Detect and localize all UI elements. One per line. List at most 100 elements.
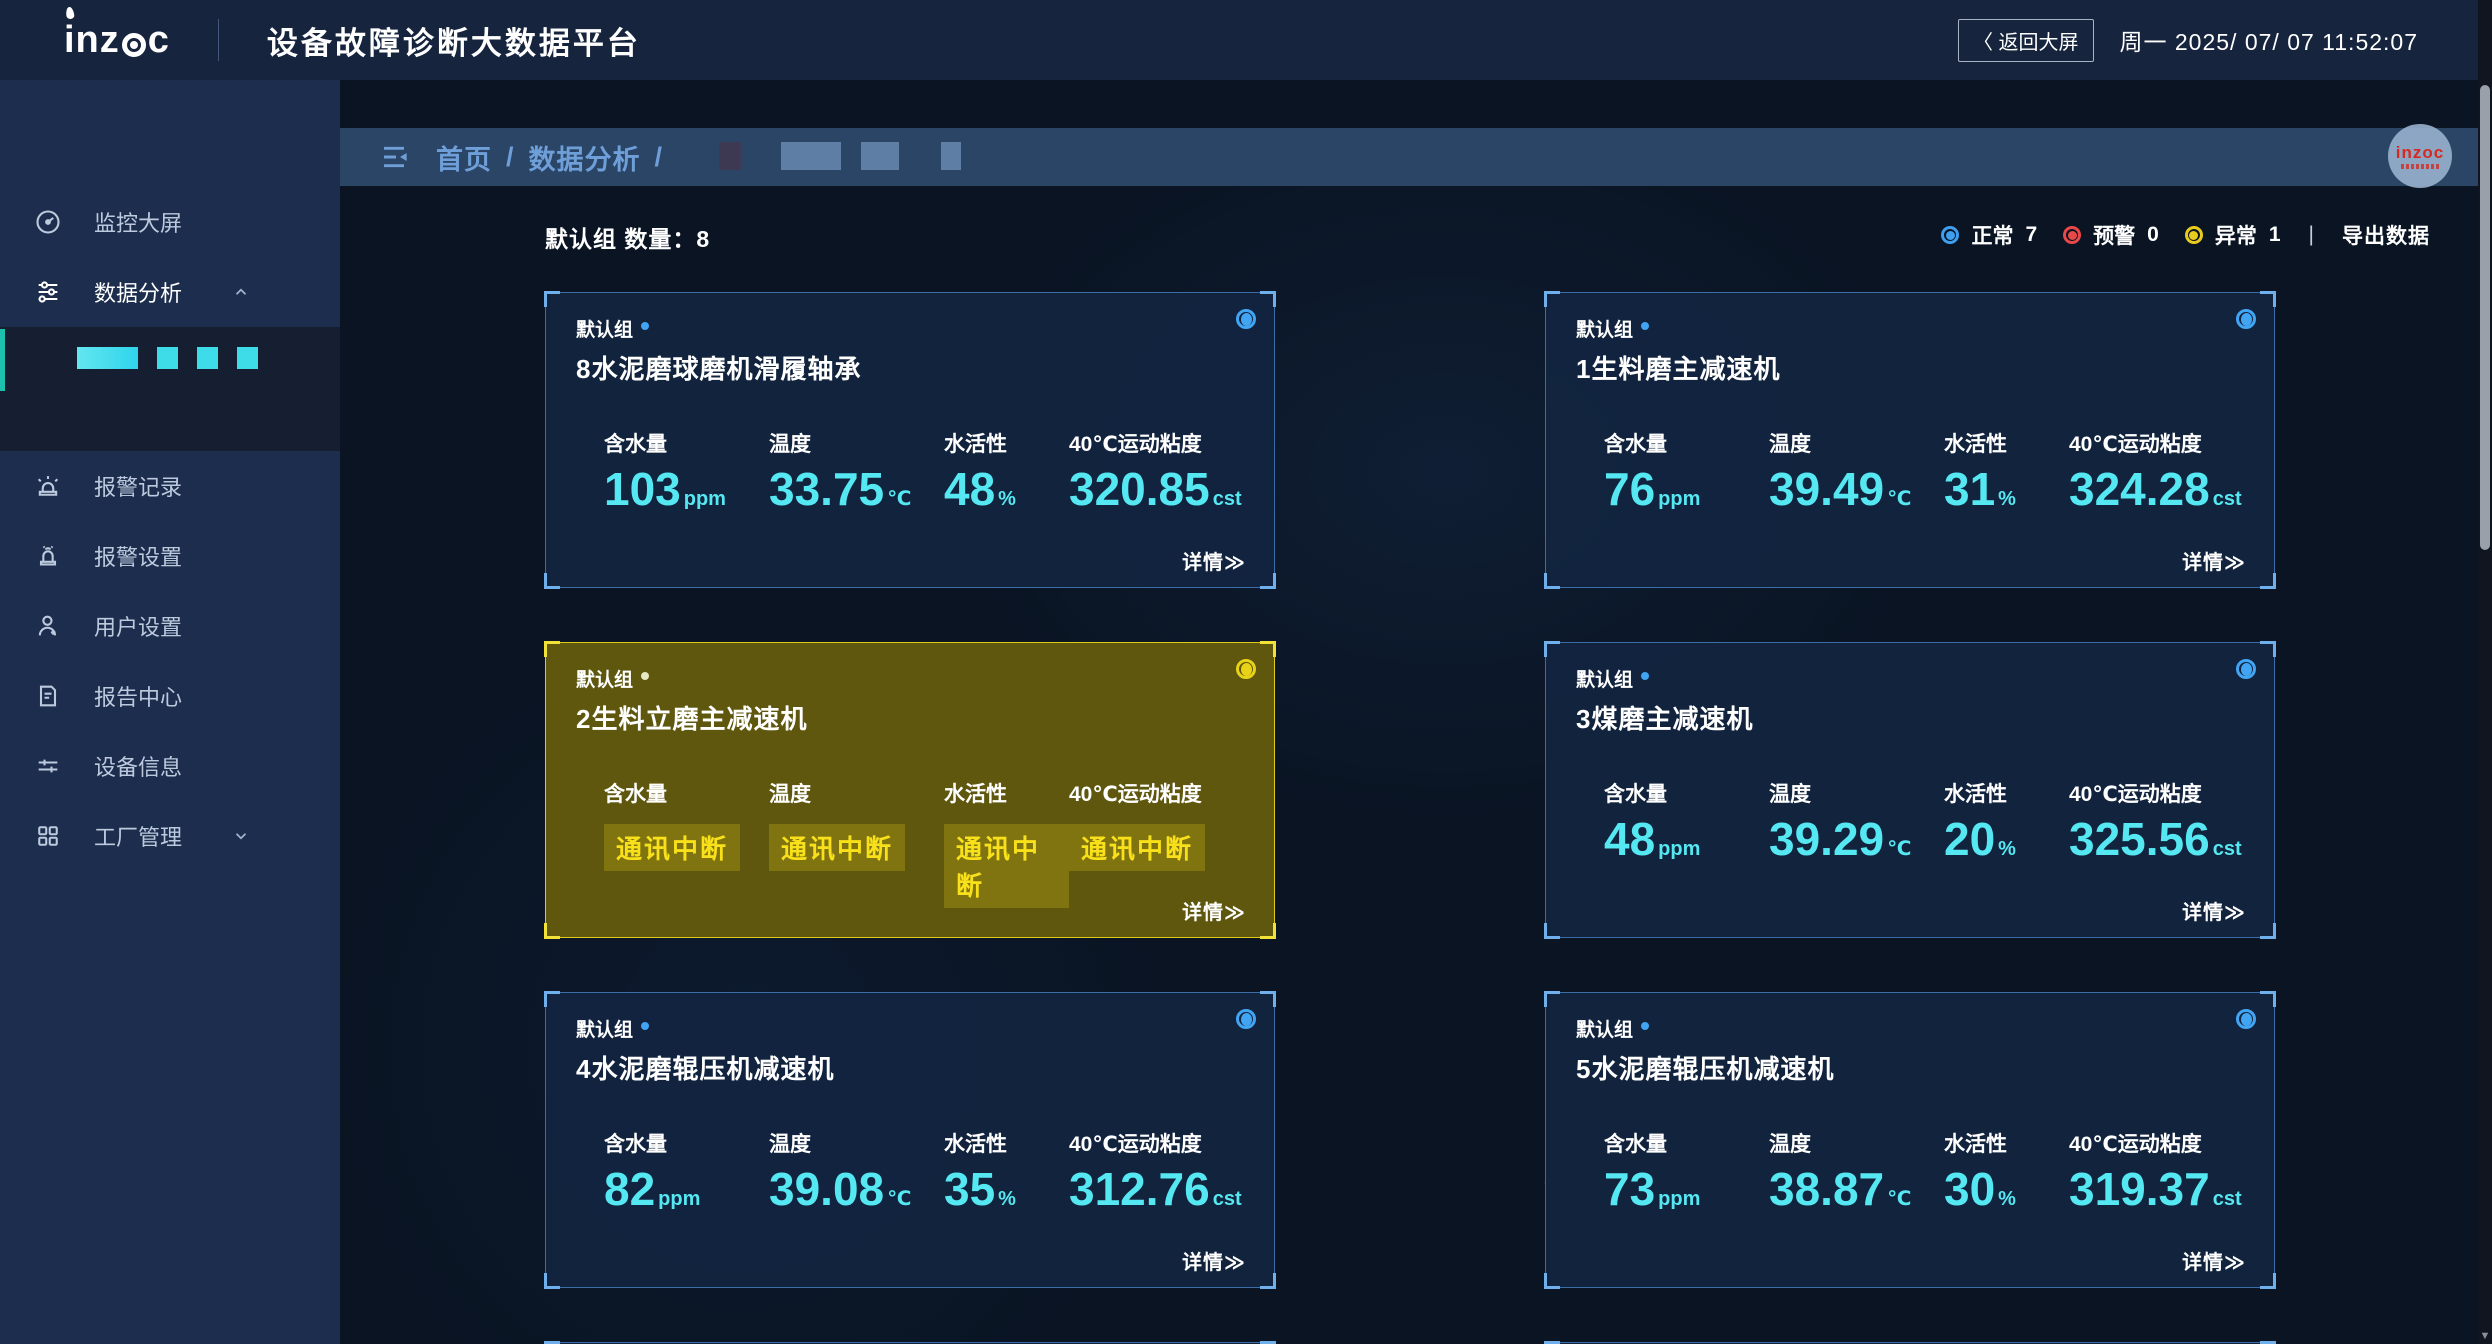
card-title: 5水泥磨辊压机减速机 xyxy=(1576,1054,1835,1084)
page-title: 设备故障诊断大数据平台 xyxy=(266,25,641,61)
metric: 40℃运动粘度 320.85 cst xyxy=(1069,428,1254,515)
sidebar-item-factory-management[interactable]: 工厂管理 xyxy=(0,801,340,871)
breadcrumb-section-link[interactable]: 数据分析 xyxy=(528,144,641,175)
card-status-radio-icon[interactable] xyxy=(1236,659,1256,679)
card-detail-link[interactable]: 详情≫ xyxy=(1182,902,1246,924)
breadcrumb: 首页 / 数据分析 / xyxy=(436,138,663,177)
redacted-block xyxy=(77,347,138,369)
stamp-logo-text: inzoc xyxy=(2395,142,2445,162)
card-corner-mark xyxy=(1544,1273,1560,1289)
sidebar-item-data-analysis[interactable]: 数据分析 xyxy=(0,257,340,327)
metric-label: 温度 xyxy=(1769,433,1811,456)
legend-warning: 预警 0 xyxy=(2063,220,2159,250)
metric-label: 水活性 xyxy=(1944,1133,2007,1156)
metric-label: 水活性 xyxy=(1944,783,2007,806)
redacted-block xyxy=(861,142,900,170)
metric-unit: % xyxy=(998,488,1016,510)
metric: 温度 通讯中断 xyxy=(769,778,944,908)
card-corner-mark xyxy=(1544,991,1560,1007)
export-data-button[interactable]: 导出数据 xyxy=(2342,225,2430,248)
metric-label: 40℃运动粘度 xyxy=(2069,1133,2202,1156)
metric-label: 含水量 xyxy=(604,1133,667,1156)
metric: 含水量 48 ppm xyxy=(1604,778,1769,865)
card-title: 1生料磨主减速机 xyxy=(1576,354,1781,384)
metric-unit: cst xyxy=(1212,1188,1242,1210)
card-status-radio-icon[interactable] xyxy=(2236,309,2256,329)
metric-unit: ppm xyxy=(1658,1188,1701,1210)
sidebar-item-user-settings[interactable]: 用户设置 xyxy=(0,591,340,661)
card-title: 3煤磨主减速机 xyxy=(1576,704,1754,734)
card-status-radio-icon[interactable] xyxy=(1236,1009,1256,1029)
company-stamp-badge: inzoc xyxy=(2388,124,2452,188)
group-count: 数量：8 xyxy=(624,226,711,252)
metric-value: 31% xyxy=(1944,463,2016,515)
metric-value: 38.87 ℃ xyxy=(1769,1163,1912,1215)
metric-label: 含水量 xyxy=(604,433,667,456)
metric-unit: ℃ xyxy=(1887,488,1912,510)
sidebar-item-label: 用户设置 xyxy=(94,615,183,640)
sidebar-item-monitor-screen[interactable]: 监控大屏 xyxy=(0,187,340,257)
legend-count: 7 xyxy=(2025,223,2038,246)
card-group-label: 默认组 xyxy=(1576,670,1634,691)
card-metrics: 含水量 76 ppm 温度 39.49 ℃ 水活性 31% 40℃运动粘度 324.28 cst xyxy=(1604,428,2254,515)
metric-value: 20% xyxy=(1944,813,2016,865)
metric-value: 39.08 ℃ xyxy=(769,1163,912,1215)
status-legend: 正常 7 预警 0 异常 1 | 导出数据 xyxy=(1941,220,2430,250)
sidebar-item-label: 报警记录 xyxy=(94,475,183,500)
metric-label: 温度 xyxy=(1769,1133,1811,1156)
card-group-label: 默认组 xyxy=(576,670,634,691)
chevron-down-icon xyxy=(232,827,250,845)
card-group-label: 默认组 xyxy=(576,320,634,341)
card-metrics: 含水量 82 ppm 温度 39.08 ℃ 水活性 35% 40℃运动粘度 312.76 cst xyxy=(604,1128,1254,1215)
app-logo: inz c xyxy=(64,6,170,59)
breadcrumb-home-link[interactable]: 首页 xyxy=(436,144,492,175)
metric-label: 40℃运动粘度 xyxy=(2069,433,2202,456)
metric-unit: % xyxy=(1998,488,2016,510)
scrollbar-down-arrow[interactable]: ▼ xyxy=(2479,1330,2491,1342)
metric-value: 33.75 ℃ xyxy=(769,463,912,515)
legend-label: 异常 xyxy=(2214,225,2257,248)
card-detail-link[interactable]: 详情≫ xyxy=(2182,552,2246,574)
dashboard-gauge-icon xyxy=(34,208,62,236)
breadcrumb-separator: / xyxy=(506,141,515,172)
sidebar-item-alarm-records[interactable]: 报警记录 xyxy=(0,451,340,521)
sidebar-item-device-info[interactable]: 设备信息 xyxy=(0,731,340,801)
card-corner-mark xyxy=(1260,291,1276,307)
device-card: 默认组 8水泥磨球磨机滑履轴承 含水量 103 ppm 温度 33.75 ℃ 水活性 48% 4… xyxy=(544,291,1276,589)
metric-unit: ℃ xyxy=(887,1188,912,1210)
card-detail-link[interactable]: 详情≫ xyxy=(1182,1252,1246,1274)
card-group-label: 默认组 xyxy=(576,1020,634,1041)
card-corner-mark xyxy=(544,573,560,589)
menu-collapse-icon[interactable] xyxy=(380,141,412,173)
card-corner-mark xyxy=(544,641,560,657)
metric-label: 40℃运动粘度 xyxy=(2069,783,2202,806)
card-status-radio-icon[interactable] xyxy=(2236,659,2256,679)
metric: 温度 38.87 ℃ xyxy=(1769,1128,1944,1215)
card-metrics: 含水量 103 ppm 温度 33.75 ℃ 水活性 48% 40℃运动粘度 320.85 cst xyxy=(604,428,1254,515)
sidebar-item-alarm-settings[interactable]: 报警设置 xyxy=(0,521,340,591)
metric: 温度 39.29 ℃ xyxy=(1769,778,1944,865)
scrollbar-thumb[interactable] xyxy=(2480,85,2490,550)
redacted-block xyxy=(719,142,742,170)
metric-unit: ℃ xyxy=(1887,838,1912,860)
metric-unit: ppm xyxy=(683,488,726,510)
card-status-radio-icon[interactable] xyxy=(2236,1009,2256,1029)
card-detail-link[interactable]: 详情≫ xyxy=(2182,902,2246,924)
card-head: 默认组 xyxy=(576,665,650,692)
card-corner-mark xyxy=(544,923,560,939)
user-icon xyxy=(34,612,62,640)
sidebar-item-report-center[interactable]: 报告中心 xyxy=(0,661,340,731)
metric-label: 40℃运动粘度 xyxy=(1069,783,1202,806)
group-status-dot-icon xyxy=(1641,321,1650,330)
card-group-label: 默认组 xyxy=(1576,1020,1634,1041)
group-count-label: 默认组 数量：8 xyxy=(545,220,710,254)
metric-label: 温度 xyxy=(769,433,811,456)
card-status-radio-icon[interactable] xyxy=(1236,309,1256,329)
card-corner-mark xyxy=(2260,991,2276,1007)
card-detail-link[interactable]: 详情≫ xyxy=(1182,552,1246,574)
sidebar-subitem-redacted[interactable] xyxy=(0,347,340,371)
logo-target-o-icon xyxy=(121,33,146,57)
card-detail-link[interactable]: 详情≫ xyxy=(2182,1252,2246,1274)
back-to-bigscreen-button[interactable]: 〈 返回大屏 xyxy=(1957,18,2094,62)
